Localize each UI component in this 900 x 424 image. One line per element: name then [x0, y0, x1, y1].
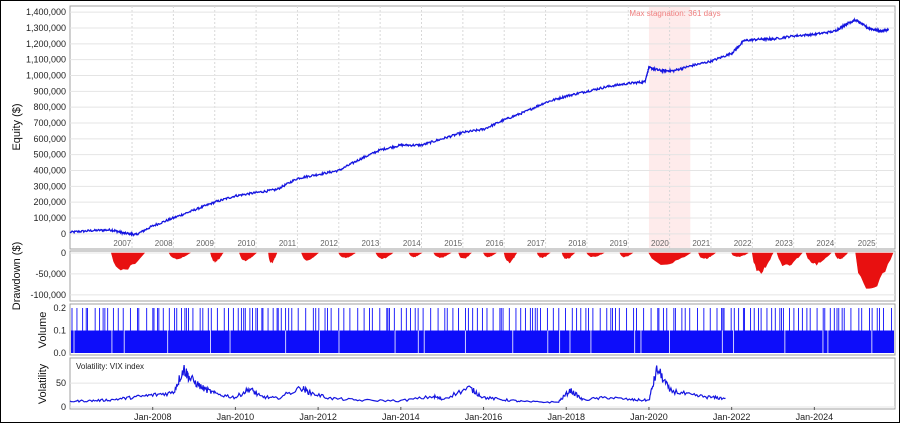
- equity-y-tick: 800,000: [33, 102, 66, 112]
- volume-axis-label: Volume: [37, 312, 49, 349]
- date-tick-label: Jan-2024: [796, 412, 834, 422]
- drawdown-area: [586, 252, 605, 258]
- year-label: 2019: [610, 239, 628, 248]
- volume-base-bar: [71, 330, 894, 353]
- volatility-chart: 0 50 Jan-2008 Jan-2010 Jan-2012 Jan-2014 Jan-2…: [56, 365, 895, 422]
- volatility-line: [69, 365, 726, 404]
- year-label: 2024: [816, 239, 834, 248]
- equity-y-tick: 1,200,000: [26, 39, 66, 49]
- drawdown-area: [482, 252, 497, 258]
- drawdown-y-tick: -50,000: [35, 269, 66, 279]
- year-label: 2013: [362, 239, 380, 248]
- equity-line: [69, 17, 890, 237]
- drawdown-area: [805, 252, 832, 266]
- year-label: 2020: [651, 239, 669, 248]
- volume-y-tick: 0.2: [53, 303, 66, 313]
- equity-y-tick: 500,000: [33, 150, 66, 160]
- year-label: 2023: [775, 239, 793, 248]
- year-label: 2009: [196, 239, 214, 248]
- equity-y-tick: 300,000: [33, 181, 66, 191]
- drawdown-area: [834, 252, 849, 260]
- drawdown-chart: 0 -50,000 -100,000: [30, 248, 895, 300]
- drawdown-area: [338, 252, 356, 259]
- drawdown-area: [648, 252, 692, 265]
- drawdown-area: [503, 252, 518, 264]
- year-label: 2008: [155, 239, 173, 248]
- equity-y-tick: 900,000: [33, 86, 66, 96]
- equity-y-tick: 600,000: [33, 134, 66, 144]
- year-label: 2017: [527, 239, 545, 248]
- volatility-y-tick: 50: [56, 378, 66, 388]
- year-label: 2011: [279, 239, 297, 248]
- year-label: 2025: [858, 239, 876, 248]
- drawdown-area: [561, 252, 576, 259]
- equity-y-tick: 100,000: [33, 213, 66, 223]
- equity-panel: [69, 5, 896, 250]
- drawdown-y-tick: 0: [61, 248, 66, 258]
- volatility-axis-label: Volatility: [37, 363, 49, 404]
- year-label: 2007: [113, 239, 131, 248]
- volume-y-tick: 0.0: [53, 348, 66, 358]
- drawdown-area: [168, 252, 191, 260]
- equity-y-tick: 1,000,000: [26, 71, 66, 81]
- drawdown-area: [698, 252, 716, 260]
- drawdown-axis-label: Drawdown ($): [11, 242, 23, 310]
- date-tick-label: Jan-2020: [630, 412, 668, 422]
- year-label: 2015: [444, 239, 462, 248]
- year-label: 2010: [237, 239, 255, 248]
- volatility-legend: Volatility: VIX index: [76, 362, 144, 371]
- drawdown-y-tick: -100,000: [30, 290, 66, 300]
- volume-y-tick: 0.1: [53, 326, 66, 336]
- equity-y-tick: 400,000: [33, 166, 66, 176]
- date-tick-label: Jan-2012: [299, 412, 337, 422]
- date-tick-label: Jan-2022: [713, 412, 751, 422]
- drawdown-area: [776, 252, 803, 267]
- year-label: 2022: [734, 239, 752, 248]
- drawdown-area: [375, 252, 394, 260]
- year-label: 2018: [568, 239, 586, 248]
- equity-y-tick: 700,000: [33, 118, 66, 128]
- equity-axis-label: Equity ($): [11, 103, 23, 150]
- volatility-y-tick: 0: [61, 402, 66, 412]
- drawdown-area: [731, 252, 749, 258]
- drawdown-area: [458, 252, 472, 259]
- year-label: 2021: [692, 239, 710, 248]
- drawdown-area: [619, 252, 634, 258]
- year-label: 2012: [320, 239, 338, 248]
- equity-y-tick: 200,000: [33, 197, 66, 207]
- drawdown-area: [408, 252, 423, 258]
- drawdown-area: [301, 252, 319, 261]
- stagnation-annotation: Max stagnation: 361 days: [629, 9, 720, 18]
- date-tick-label: Jan-2014: [382, 412, 420, 422]
- date-tick-label: Jan-2018: [547, 412, 585, 422]
- drawdown-area: [268, 252, 278, 264]
- date-tick-label: Jan-2016: [465, 412, 503, 422]
- drawdown-panel: [69, 250, 896, 302]
- date-tick-label: Jan-2010: [217, 412, 255, 422]
- date-tick-label: Jan-2008: [134, 412, 172, 422]
- equity-chart: 2007 2008 2009 2010 2011 2012 2013 2014 2015 2016…: [26, 6, 895, 249]
- year-label: 2016: [486, 239, 504, 248]
- volume-chart: 0.0 0.1 0.2: [53, 303, 894, 358]
- drawdown-area: [239, 252, 257, 262]
- equity-y-tick: 1,300,000: [26, 23, 66, 33]
- equity-y-tick: 1,400,000: [26, 7, 66, 17]
- drawdown-area: [111, 252, 146, 271]
- drawdown-area: [751, 252, 774, 274]
- equity-y-tick: 0: [61, 229, 66, 239]
- equity-y-tick: 1,100,000: [26, 55, 66, 65]
- year-label: 2014: [403, 239, 421, 248]
- drawdown-area: [433, 252, 452, 259]
- drawdown-area: [210, 252, 224, 263]
- drawdown-area: [855, 252, 894, 289]
- drawdown-area: [536, 252, 551, 259]
